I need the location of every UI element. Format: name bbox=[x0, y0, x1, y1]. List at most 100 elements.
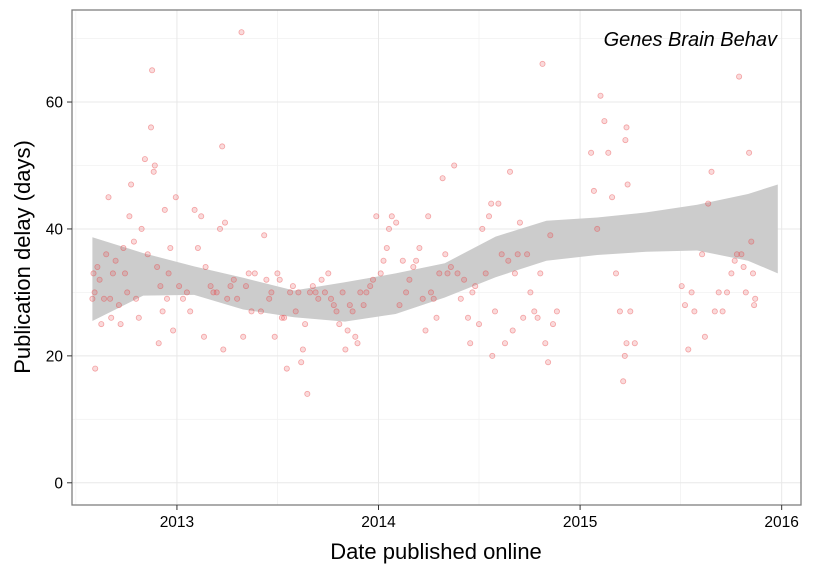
data-point bbox=[112, 257, 119, 264]
confidence-band bbox=[92, 184, 778, 322]
data-point bbox=[442, 251, 449, 258]
data-point bbox=[433, 314, 440, 321]
data-point bbox=[248, 308, 255, 315]
data-point bbox=[151, 162, 158, 169]
data-point bbox=[748, 238, 755, 245]
y-tick-label: 40 bbox=[46, 221, 64, 238]
data-point bbox=[130, 238, 137, 245]
data-point bbox=[479, 225, 486, 232]
data-point bbox=[105, 194, 112, 201]
data-point bbox=[597, 92, 604, 99]
data-point bbox=[200, 333, 207, 340]
data-point bbox=[109, 270, 116, 277]
data-point bbox=[96, 276, 103, 283]
data-point bbox=[135, 314, 142, 321]
data-point bbox=[475, 321, 482, 328]
data-point bbox=[472, 283, 479, 290]
data-point bbox=[120, 244, 127, 251]
data-point bbox=[430, 295, 437, 302]
data-point bbox=[728, 270, 735, 277]
x-axis-ticks: 2013 2014 2015 2016 bbox=[160, 505, 799, 531]
data-point bbox=[149, 67, 156, 74]
data-point bbox=[128, 181, 135, 188]
data-point bbox=[506, 168, 513, 175]
data-point bbox=[427, 289, 434, 296]
data-point bbox=[752, 295, 759, 302]
data-point bbox=[234, 295, 241, 302]
data-point bbox=[624, 181, 631, 188]
data-point bbox=[352, 333, 359, 340]
data-point bbox=[124, 289, 131, 296]
data-point bbox=[122, 270, 129, 277]
data-point bbox=[103, 251, 110, 258]
data-point bbox=[157, 283, 164, 290]
data-point bbox=[342, 346, 349, 353]
journal-annotation: Genes Brain Behav bbox=[604, 29, 778, 51]
data-point bbox=[230, 276, 237, 283]
data-point bbox=[682, 302, 689, 309]
data-point bbox=[383, 244, 390, 251]
data-point bbox=[545, 359, 552, 366]
data-point bbox=[491, 308, 498, 315]
data-point bbox=[514, 251, 521, 258]
data-point bbox=[278, 314, 285, 321]
data-point bbox=[299, 346, 306, 353]
data-point bbox=[425, 213, 432, 220]
data-point bbox=[380, 257, 387, 264]
data-point bbox=[620, 378, 627, 385]
data-point bbox=[159, 308, 166, 315]
x-tick-label: 2013 bbox=[160, 514, 194, 531]
data-point bbox=[339, 289, 346, 296]
data-point bbox=[90, 270, 97, 277]
data-point bbox=[406, 276, 413, 283]
data-point bbox=[154, 263, 161, 270]
data-point bbox=[731, 257, 738, 264]
data-point bbox=[699, 251, 706, 258]
data-point bbox=[467, 340, 474, 347]
data-point bbox=[281, 314, 288, 321]
data-point bbox=[346, 302, 353, 309]
data-point bbox=[357, 289, 364, 296]
data-point bbox=[183, 289, 190, 296]
data-point bbox=[419, 295, 426, 302]
plot-border bbox=[71, 9, 802, 506]
data-point bbox=[360, 302, 367, 309]
data-point bbox=[91, 289, 98, 296]
data-point bbox=[488, 200, 495, 207]
data-point bbox=[685, 346, 692, 353]
data-point bbox=[202, 263, 209, 270]
data-point bbox=[363, 289, 370, 296]
data-point bbox=[413, 257, 420, 264]
data-point bbox=[330, 302, 337, 309]
y-axis-title: Publication delay (days) bbox=[10, 140, 35, 374]
data-point bbox=[719, 308, 726, 315]
data-point bbox=[403, 289, 410, 296]
data-point bbox=[304, 390, 311, 397]
data-point bbox=[627, 308, 634, 315]
data-point bbox=[616, 308, 623, 315]
data-point bbox=[454, 270, 461, 277]
data-point bbox=[295, 289, 302, 296]
data-point bbox=[274, 270, 281, 277]
data-point bbox=[354, 340, 361, 347]
data-point bbox=[161, 206, 168, 213]
data-point bbox=[271, 333, 278, 340]
data-point bbox=[623, 124, 630, 131]
y-tick-label: 20 bbox=[46, 348, 64, 365]
data-point bbox=[464, 314, 471, 321]
data-point bbox=[527, 289, 534, 296]
data-point bbox=[498, 251, 505, 258]
data-point bbox=[92, 365, 99, 372]
data-point bbox=[133, 295, 140, 302]
data-point bbox=[224, 295, 231, 302]
data-point bbox=[733, 251, 740, 258]
data-point bbox=[550, 321, 557, 328]
data-point bbox=[740, 263, 747, 270]
data-point bbox=[750, 270, 757, 277]
data-point bbox=[594, 225, 601, 232]
data-point bbox=[396, 302, 403, 309]
data-point bbox=[399, 257, 406, 264]
data-point bbox=[333, 308, 340, 315]
data-point bbox=[531, 308, 538, 315]
data-point bbox=[691, 308, 698, 315]
